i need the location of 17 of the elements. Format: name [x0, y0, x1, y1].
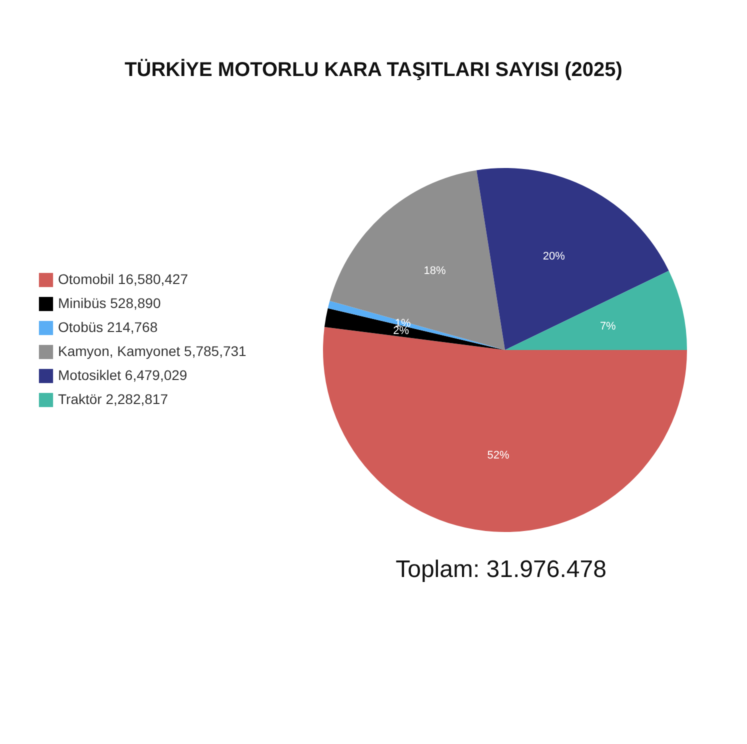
pie-slice: [324, 308, 505, 350]
legend-label: Kamyon, Kamyonet 5,785,731: [58, 343, 247, 359]
data-label: 52%: [487, 449, 510, 462]
legend-label: Otobüs 214,768: [58, 319, 158, 335]
pie-slice: [505, 270, 687, 350]
data-label: 20%: [542, 250, 566, 262]
legend-label: Motosiklet 6,479,029: [58, 367, 188, 383]
pie-slice: [328, 300, 505, 350]
text: Toplam: 31.976.478: [396, 556, 606, 583]
pie-slice: [330, 170, 505, 350]
pie-slice: [476, 168, 669, 350]
legend-label: Otomobil 16,580,427: [58, 271, 188, 287]
legend-label: Traktör 2,282,817: [58, 391, 168, 407]
legend-label: Minibüs 528,890: [58, 295, 161, 311]
data-label: 18%: [424, 265, 446, 278]
chart-title: TÜRKİYE MOTORLU KARA TAŞITLARI SAYISI (2025): [124, 58, 622, 81]
data-label: 7%: [600, 320, 616, 332]
